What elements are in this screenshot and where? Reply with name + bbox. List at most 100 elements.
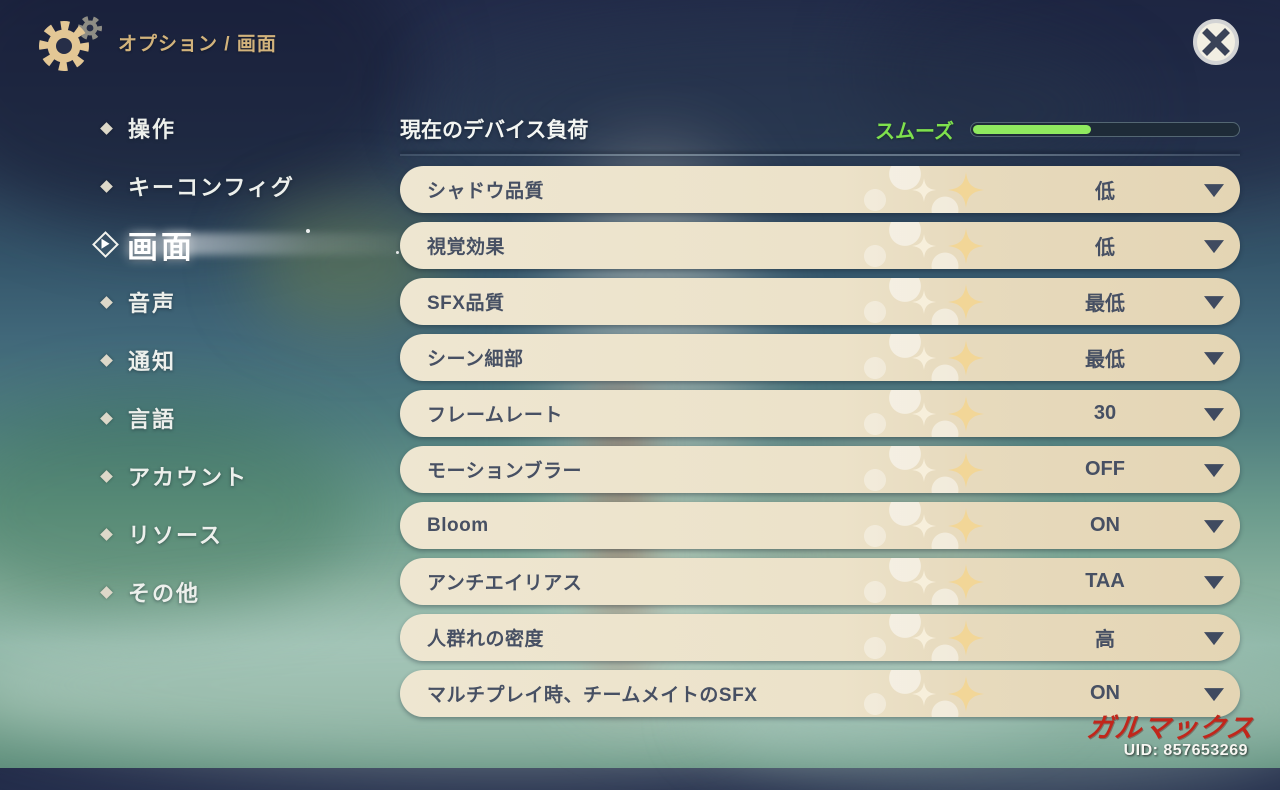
sparkle-icon (948, 339, 984, 376)
uid-label: UID: 857653269 (1123, 742, 1248, 759)
chevron-down-icon[interactable] (1204, 519, 1224, 533)
setting-value: ON (1090, 514, 1120, 536)
sparkle-icon (948, 227, 984, 264)
setting-value: 30 (1093, 402, 1117, 424)
setting-row-motion-blur[interactable]: モーションブラー OFF (400, 446, 1240, 493)
setting-label: Bloom (427, 514, 489, 536)
setting-row-frame-rate[interactable]: フレームレート 30 (400, 390, 1240, 437)
chevron-down-icon[interactable] (1204, 687, 1224, 701)
setting-value: 高 (1095, 629, 1115, 651)
device-load-bar (970, 121, 1240, 137)
diamond-bullet-icon (100, 411, 113, 425)
sidebar-item-controls[interactable]: 操作 (96, 99, 386, 157)
setting-row-visual-effects[interactable]: 視覚効果 低 (400, 222, 1240, 269)
device-load-row: 現在のデバイス負荷 スムーズ (400, 110, 1240, 148)
sparkle-icon (948, 507, 984, 544)
diamond-bullet-icon (100, 585, 113, 599)
play-arrow-icon (101, 238, 110, 249)
sidebar-item-label: キーコンフィグ (128, 175, 295, 200)
setting-label: マルチプレイ時、チームメイトのSFX (427, 685, 758, 706)
setting-row-crowd-density[interactable]: 人群れの密度 高 (400, 614, 1240, 661)
sidebar-item-language[interactable]: 言語 (96, 389, 386, 447)
chevron-down-icon[interactable] (1204, 575, 1224, 589)
sidebar-item-label: 操作 (128, 117, 177, 142)
chevron-down-icon[interactable] (1204, 239, 1224, 253)
setting-row-sfx-quality[interactable]: SFX品質 最低 (400, 278, 1240, 325)
diamond-bullet-icon (100, 179, 113, 193)
device-load-fill (973, 124, 1091, 134)
sparkle-icon (912, 625, 936, 650)
divider (400, 154, 1240, 156)
setting-value: 低 (1095, 181, 1115, 203)
setting-label: SFX品質 (427, 293, 505, 314)
small-gear-icon (78, 16, 102, 40)
sparkle-icon (912, 233, 936, 258)
sidebar-item-label: 画面 (127, 229, 195, 265)
sidebar-item-notifications[interactable]: 通知 (96, 331, 386, 389)
chevron-down-icon[interactable] (1204, 407, 1224, 421)
sparkle-icon (912, 513, 936, 538)
diamond-bullet-icon (100, 353, 113, 367)
sidebar-item-graphics[interactable]: 画面 (92, 215, 444, 273)
setting-row-bloom[interactable]: Bloom ON (400, 502, 1240, 549)
setting-label: 人群れの密度 (427, 629, 545, 650)
chevron-down-icon[interactable] (1204, 351, 1224, 365)
close-button[interactable] (1192, 18, 1240, 66)
settings-list: シャドウ品質 低 視覚効果 低 SFX品質 最低 シーン細部 最低 (400, 166, 1240, 717)
sparkle-icon (912, 457, 936, 482)
settings-panel: 現在のデバイス負荷 スムーズ シャドウ品質 低 視覚効果 低 SFX品質 最低 (400, 110, 1240, 726)
chevron-down-icon[interactable] (1204, 183, 1224, 197)
setting-value: 最低 (1085, 349, 1125, 371)
setting-value: OFF (1085, 458, 1125, 480)
setting-value: 最低 (1085, 293, 1125, 315)
diamond-bullet-icon (100, 121, 113, 135)
sparkle-dot (396, 251, 399, 254)
sidebar-item-keyconfig[interactable]: キーコンフィグ (96, 157, 386, 215)
sparkle-icon (912, 569, 936, 594)
sparkle-icon (948, 171, 984, 208)
device-load-status: スムーズ (875, 120, 954, 143)
chevron-down-icon[interactable] (1204, 631, 1224, 645)
setting-label: モーションブラー (427, 461, 583, 482)
sparkle-icon (948, 563, 984, 600)
sparkle-icon (912, 401, 936, 426)
settings-gear-icon (26, 4, 110, 84)
sidebar-item-label: リソース (128, 523, 223, 548)
sidebar: 操作 キーコンフィグ 画面 音声 通知 言語 アカウント リソース その他 (92, 99, 444, 621)
sparkle-icon (948, 283, 984, 320)
setting-label: アンチエイリアス (427, 573, 583, 594)
watermark-logo: ガルマックス (1084, 713, 1256, 743)
sparkle-icon (912, 345, 936, 370)
sidebar-item-account[interactable]: アカウント (96, 447, 386, 505)
diamond-bullet-icon (100, 469, 113, 483)
sparkle-icon (912, 177, 936, 202)
setting-label: 視覚効果 (427, 237, 506, 258)
setting-row-shadow-quality[interactable]: シャドウ品質 低 (400, 166, 1240, 213)
setting-row-scene-detail[interactable]: シーン細部 最低 (400, 334, 1240, 381)
sidebar-item-label: 言語 (128, 407, 177, 432)
close-icon (1202, 28, 1230, 56)
setting-row-anti-aliasing[interactable]: アンチエイリアス TAA (400, 558, 1240, 605)
sparkle-icon (948, 451, 984, 488)
sidebar-item-label: 通知 (128, 349, 177, 374)
breadcrumb: オプション / 画面 (118, 34, 277, 55)
setting-label: シーン細部 (427, 349, 524, 370)
setting-row-coop-teammate-sfx[interactable]: マルチプレイ時、チームメイトのSFX ON (400, 670, 1240, 717)
sparkle-icon (948, 675, 984, 712)
setting-label: シャドウ品質 (427, 181, 545, 202)
setting-value: TAA (1085, 570, 1125, 592)
sparkle-icon (912, 289, 936, 314)
sparkle-icon (948, 395, 984, 432)
chevron-down-icon[interactable] (1204, 295, 1224, 309)
sparkle-icon (948, 619, 984, 656)
big-gear-icon (39, 21, 89, 71)
sparkle-icon (912, 681, 936, 706)
diamond-bullet-icon (100, 295, 113, 309)
setting-value: 低 (1095, 237, 1115, 259)
sidebar-item-audio[interactable]: 音声 (96, 273, 386, 331)
sidebar-item-other[interactable]: その他 (96, 563, 386, 621)
sidebar-item-resources[interactable]: リソース (96, 505, 386, 563)
chevron-down-icon[interactable] (1204, 463, 1224, 477)
sidebar-item-label: アカウント (128, 465, 249, 490)
selected-diamond-icon (92, 230, 119, 258)
